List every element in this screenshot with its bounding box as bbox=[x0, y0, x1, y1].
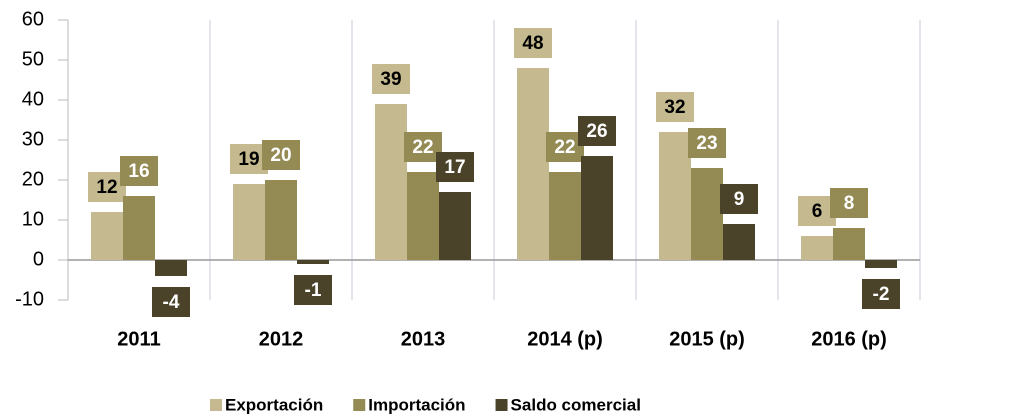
value-label: -4 bbox=[163, 292, 180, 313]
value-label: 8 bbox=[844, 193, 855, 214]
legend-swatch bbox=[353, 399, 365, 411]
x-tick-label: 2014 (p) bbox=[527, 328, 603, 350]
legend-label: Importación bbox=[368, 395, 465, 414]
bar bbox=[375, 104, 407, 260]
bar bbox=[517, 68, 549, 260]
bar bbox=[265, 180, 297, 260]
legend-label: Exportación bbox=[225, 395, 323, 414]
bar bbox=[659, 132, 691, 260]
bar bbox=[581, 156, 613, 260]
value-label: 6 bbox=[812, 201, 823, 222]
value-label: 22 bbox=[554, 137, 575, 158]
value-label: -1 bbox=[305, 280, 322, 301]
y-tick-label: 40 bbox=[22, 88, 44, 110]
value-label: 17 bbox=[444, 157, 465, 178]
y-tick-label: 50 bbox=[22, 48, 44, 70]
value-label: 23 bbox=[696, 133, 717, 154]
y-tick-label: 60 bbox=[22, 8, 44, 30]
bar bbox=[407, 172, 439, 260]
x-tick-label: 2015 (p) bbox=[669, 328, 745, 350]
x-tick-label: 2016 (p) bbox=[811, 328, 887, 350]
value-label: 9 bbox=[734, 189, 745, 210]
bar bbox=[233, 184, 265, 260]
bar bbox=[691, 168, 723, 260]
bar bbox=[549, 172, 581, 260]
value-label: -2 bbox=[873, 284, 890, 305]
value-label: 20 bbox=[270, 145, 291, 166]
x-tick-label: 2011 bbox=[117, 328, 160, 350]
y-tick-label: -10 bbox=[15, 288, 44, 310]
x-tick-label: 2012 bbox=[259, 328, 304, 350]
value-label: 16 bbox=[128, 161, 149, 182]
bar bbox=[91, 212, 123, 260]
bar bbox=[723, 224, 755, 260]
value-label: 12 bbox=[96, 177, 117, 198]
bar bbox=[801, 236, 833, 260]
value-label: 48 bbox=[522, 33, 543, 54]
bar bbox=[439, 192, 471, 260]
bar bbox=[123, 196, 155, 260]
value-label: 19 bbox=[238, 149, 259, 170]
y-tick-label: 0 bbox=[33, 248, 44, 270]
bar bbox=[865, 260, 897, 268]
legend-label: Saldo comercial bbox=[511, 395, 641, 414]
y-tick-label: 30 bbox=[22, 128, 44, 150]
legend-swatch bbox=[496, 399, 508, 411]
y-tick-label: 20 bbox=[22, 168, 44, 190]
legend-swatch bbox=[210, 399, 222, 411]
value-label: 32 bbox=[664, 97, 685, 118]
y-tick-label: 10 bbox=[22, 208, 44, 230]
x-tick-label: 2013 bbox=[401, 328, 446, 350]
bar bbox=[833, 228, 865, 260]
chart: -10 0 10 20 30 40 50 60 2011 12 16 -4 2012 19 20 -1 2013… bbox=[0, 0, 1018, 416]
value-label: 39 bbox=[380, 69, 401, 90]
bar bbox=[155, 260, 187, 276]
value-label: 26 bbox=[586, 121, 607, 142]
bar bbox=[297, 260, 329, 264]
value-label: 22 bbox=[412, 137, 433, 158]
